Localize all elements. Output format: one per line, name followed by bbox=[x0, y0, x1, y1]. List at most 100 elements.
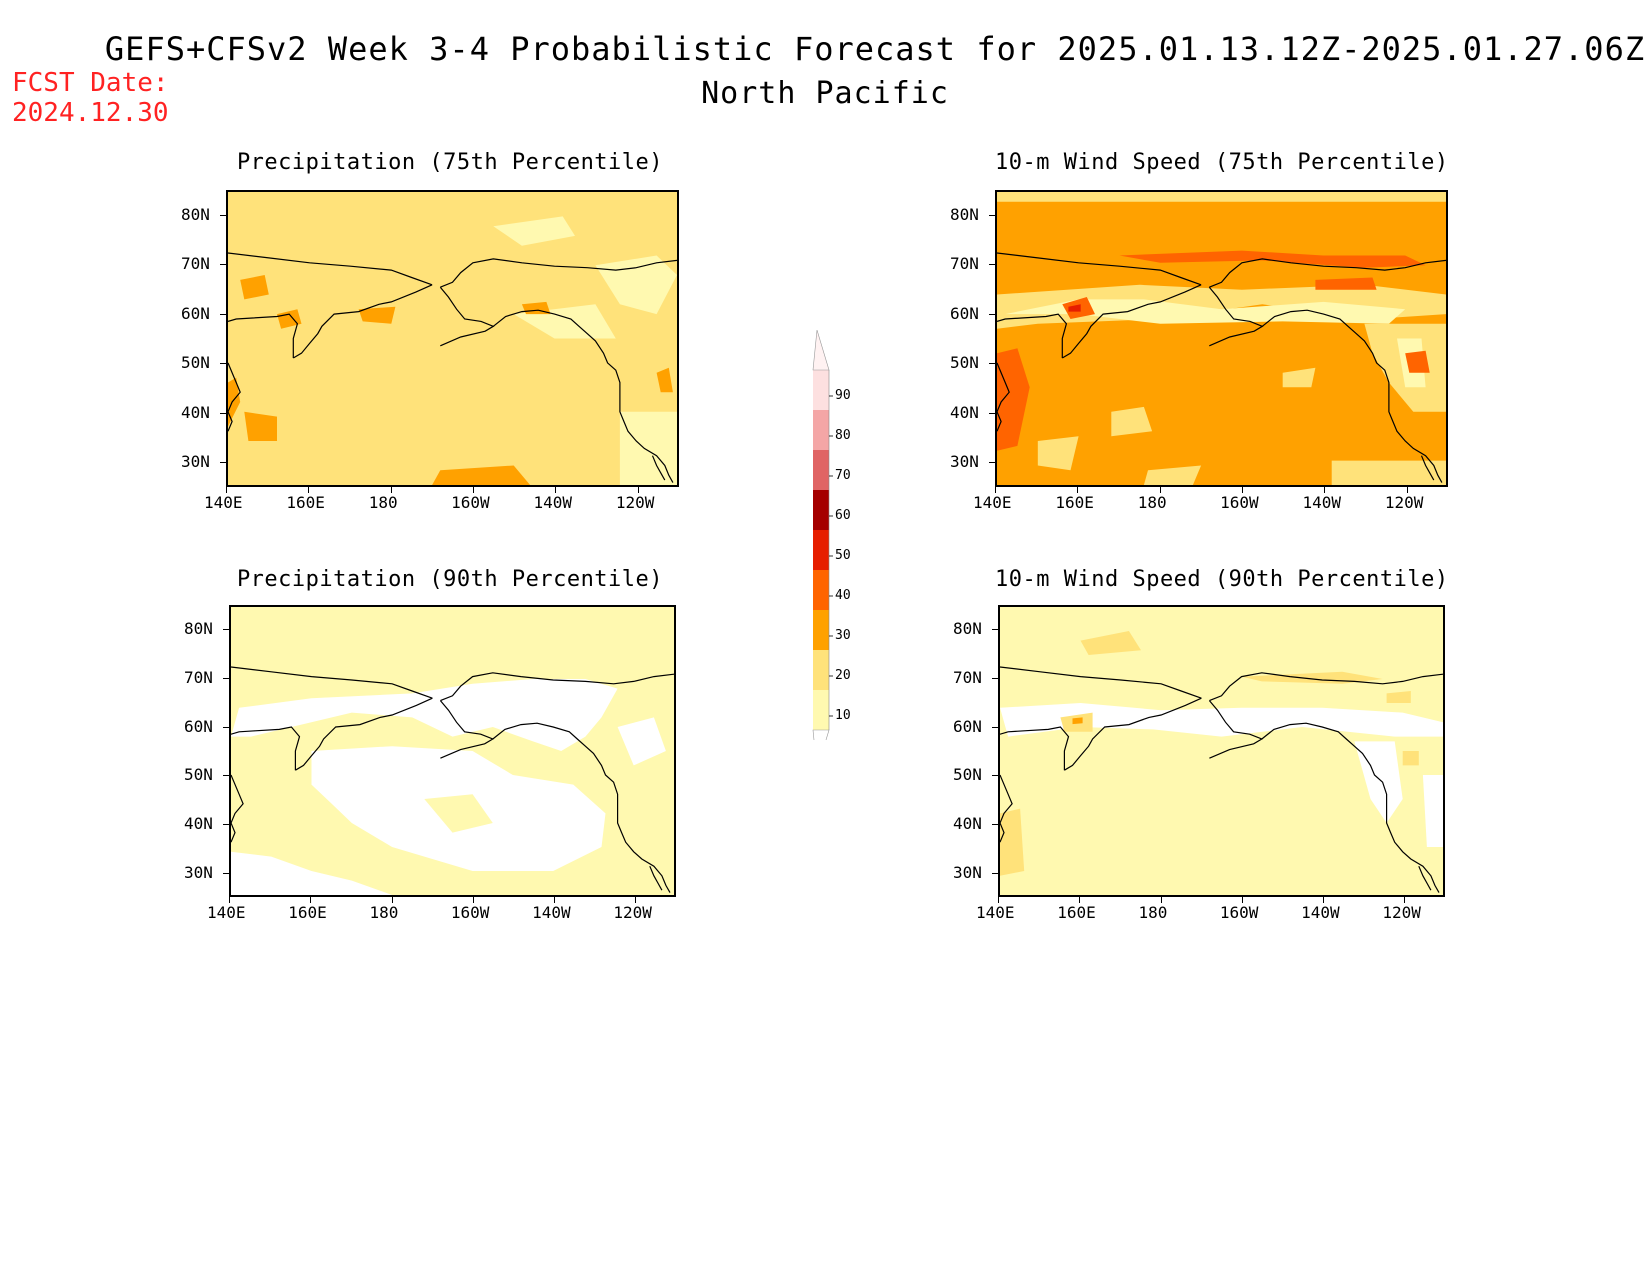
lat-tick-mark bbox=[992, 678, 998, 679]
contour-fill-c40 bbox=[997, 348, 1030, 451]
lat-tick-label: 30N bbox=[953, 862, 982, 882]
contour-fill-c10 bbox=[1005, 299, 1406, 324]
contour-fill-c30 bbox=[432, 465, 531, 485]
lat-tick-label: 30N bbox=[181, 452, 210, 472]
lon-tick-label: 180 bbox=[1137, 493, 1167, 512]
lat-tick-label: 60N bbox=[950, 303, 979, 323]
lat-tick-label: 60N bbox=[181, 303, 210, 323]
contour-fill-c40 bbox=[1119, 250, 1426, 268]
lon-tick-mark bbox=[390, 487, 392, 493]
colorbar-segment bbox=[813, 690, 829, 730]
lon-tick-label: 140E bbox=[204, 493, 243, 512]
coastline bbox=[997, 313, 1068, 358]
coastline bbox=[1261, 722, 1440, 893]
main-title: GEFS+CFSv2 Week 3-4 Probabilistic Foreca… bbox=[104, 30, 1646, 68]
lat-tick-label: 80N bbox=[953, 619, 982, 639]
contour-fill-c20 bbox=[1402, 751, 1419, 766]
lon-tick-label: 160W bbox=[451, 493, 490, 512]
coastline bbox=[231, 726, 301, 771]
lon-tick-label: 140E bbox=[207, 903, 246, 922]
coastline bbox=[1000, 774, 1013, 843]
lon-tick-mark bbox=[1160, 897, 1162, 903]
lat-tick-mark bbox=[992, 824, 998, 825]
colorbar-label: 80 bbox=[835, 428, 851, 443]
colorbar-label: 90 bbox=[835, 388, 851, 403]
lon-tick-mark bbox=[310, 897, 312, 903]
lat-tick-mark bbox=[992, 629, 998, 631]
colorbar-segment bbox=[813, 410, 829, 450]
coastline bbox=[1209, 672, 1443, 702]
coastline bbox=[1061, 284, 1202, 359]
lon-tick-mark bbox=[1404, 897, 1406, 903]
lon-tick-mark bbox=[1159, 487, 1161, 493]
colorbar-label: 10 bbox=[835, 708, 851, 723]
coastline bbox=[440, 672, 674, 702]
contour-fill-white bbox=[617, 717, 666, 766]
coastline bbox=[997, 362, 1010, 432]
lat-tick-label: 80N bbox=[181, 204, 210, 224]
lat-tick-label: 50N bbox=[950, 353, 979, 373]
colorbar-segment bbox=[813, 490, 829, 530]
coastline bbox=[231, 774, 244, 843]
panel-title: Precipitation (75th Percentile) bbox=[236, 150, 664, 175]
contour-fill-c30 bbox=[358, 306, 396, 324]
colorbar-label: 50 bbox=[835, 548, 851, 563]
lat-tick-mark bbox=[989, 363, 995, 365]
lat-tick-mark bbox=[989, 313, 995, 315]
lon-tick-label: 160E bbox=[286, 493, 325, 512]
coastline bbox=[228, 252, 433, 286]
contour-fill-c20 bbox=[1282, 367, 1316, 388]
coastline bbox=[228, 313, 299, 358]
lat-tick-mark bbox=[989, 412, 995, 414]
lat-tick-label: 70N bbox=[181, 254, 210, 274]
lat-tick-mark bbox=[989, 214, 995, 216]
coastline bbox=[1261, 309, 1443, 483]
lon-tick-label: 160W bbox=[450, 903, 490, 922]
lat-tick-mark bbox=[223, 629, 229, 631]
contour-fill-c10 bbox=[619, 411, 677, 485]
contour-fill-c30 bbox=[244, 411, 277, 441]
lon-tick-label: 120W bbox=[1384, 493, 1424, 512]
lon-tick-label: 180 bbox=[369, 903, 399, 922]
coastline bbox=[440, 258, 677, 288]
colorbar-label: 60 bbox=[835, 508, 851, 523]
coastline bbox=[997, 252, 1202, 286]
lat-tick-mark bbox=[220, 313, 226, 315]
colorbar-segment bbox=[813, 450, 829, 490]
lon-tick-label: 160E bbox=[288, 903, 327, 922]
panel-title: 10-m Wind Speed (90th Percentile) bbox=[995, 567, 1449, 592]
contour-fill-c20 bbox=[1386, 691, 1411, 703]
lat-tick-mark bbox=[989, 264, 995, 266]
contour-fill-c40 bbox=[1315, 277, 1377, 290]
lon-tick-label: 140W bbox=[1301, 903, 1340, 922]
coastline bbox=[231, 666, 433, 699]
lat-tick-label: 40N bbox=[953, 814, 982, 833]
lon-tick-mark bbox=[1077, 487, 1079, 493]
lon-tick-label: 140E bbox=[976, 903, 1015, 922]
lon-tick-label: 180 bbox=[368, 493, 398, 512]
lon-tick-mark bbox=[555, 487, 557, 493]
lon-tick-mark bbox=[1406, 487, 1408, 493]
colorbar-extend-bottom bbox=[812, 729, 830, 771]
coastline bbox=[1000, 666, 1202, 699]
lon-tick-label: 160W bbox=[1220, 493, 1259, 512]
lon-tick-mark bbox=[1241, 897, 1243, 903]
lat-tick-label: 50N bbox=[184, 765, 213, 785]
colorbar-graphic bbox=[812, 329, 833, 771]
lat-tick-label: 40N bbox=[950, 402, 979, 422]
lat-tick-label: 50N bbox=[181, 353, 210, 373]
contour-fill-c20 bbox=[997, 192, 1446, 202]
colorbar-segment bbox=[813, 530, 829, 570]
lon-tick-mark bbox=[308, 487, 310, 493]
lat-tick-mark bbox=[992, 872, 998, 874]
lat-tick-mark bbox=[992, 726, 998, 728]
lat-tick-label: 30N bbox=[950, 452, 979, 472]
coastline bbox=[1064, 697, 1202, 771]
map-canvas bbox=[228, 192, 677, 485]
contour-fill-c20 bbox=[1000, 808, 1025, 876]
contour-fill-c20 bbox=[1037, 436, 1079, 471]
coastline bbox=[439, 286, 495, 347]
lon-tick-mark bbox=[1324, 487, 1326, 493]
contour-fill-c10 bbox=[424, 794, 493, 833]
lon-tick-mark bbox=[554, 897, 556, 903]
